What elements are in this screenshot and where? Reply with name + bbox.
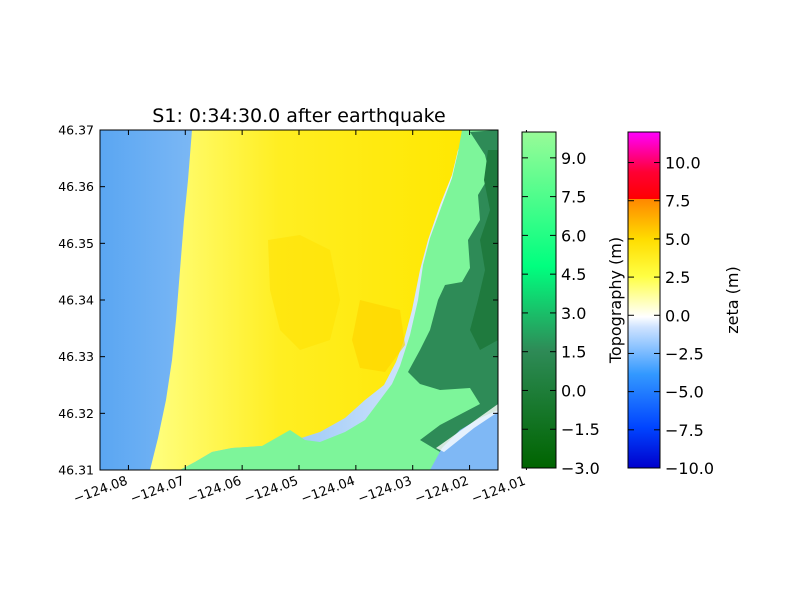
zeta-colorbar-tick-label: 7.5 — [665, 192, 690, 211]
x-tick-label: −124.01 — [470, 474, 528, 507]
topography-colorbar-tick-label: 3.0 — [561, 304, 586, 323]
inundated-land-texture-2 — [352, 300, 405, 372]
x-tick-label: −124.03 — [356, 474, 414, 507]
zeta-colorbar-label: zeta (m) — [723, 266, 742, 333]
topography-colorbar-tick-label: −3.0 — [561, 459, 600, 478]
zeta-colorbar-ramp — [627, 131, 661, 469]
map-plot — [100, 130, 498, 470]
y-tick-label: 46.33 — [58, 349, 94, 364]
zeta-colorbar-tick-label: 2.5 — [665, 268, 690, 287]
y-tick-label: 46.35 — [58, 236, 94, 251]
x-tick-label: −124.02 — [413, 474, 471, 507]
inundated-land-texture — [268, 235, 340, 350]
x-tick-label: −124.06 — [185, 474, 243, 507]
chart-title: S1: 0:34:30.0 after earthquake — [152, 105, 445, 127]
zeta-colorbar-ticks: −10.0 −7.5 −5.0 −2.5 0.0 2.5 5.0 7.5 10.0 — [628, 154, 714, 478]
y-tick-label: 46.31 — [58, 463, 94, 478]
topography-colorbar-tick-label: 7.5 — [561, 188, 586, 207]
water-channel-inlet — [436, 404, 498, 452]
zeta-colorbar-tick-label: −5.0 — [665, 383, 704, 402]
dry-land-region — [180, 130, 498, 470]
zeta-colorbar-tick-label: 5.0 — [665, 230, 690, 249]
topography-colorbar-tick-label: 6.0 — [561, 226, 586, 245]
y-tick-label: 46.32 — [58, 406, 94, 421]
zeta-colorbar-tick-label: 10.0 — [665, 154, 701, 173]
topography-colorbar-tick-label: 9.0 — [561, 149, 586, 168]
x-tick-label: −124.04 — [299, 474, 357, 507]
zeta-colorbar-tick-label: −2.5 — [665, 344, 704, 363]
topography-colorbar-label: Topography (m) — [606, 237, 625, 364]
zeta-colorbar-tick-label: −10.0 — [665, 459, 714, 478]
zeta-colorbar-tick-label: 0.0 — [665, 306, 690, 325]
x-tick-label: −124.05 — [242, 474, 300, 507]
x-tick-label: −124.08 — [72, 474, 130, 507]
upland-forest-region — [470, 150, 498, 350]
topography-colorbar-tick-label: 1.5 — [561, 343, 586, 362]
y-tick-label: 46.37 — [58, 123, 94, 138]
y-tick-label: 46.34 — [58, 293, 94, 308]
water-channel — [430, 410, 498, 470]
topography-colorbar-ramp — [521, 131, 557, 469]
zeta-colorbar: −10.0 −7.5 −5.0 −2.5 0.0 2.5 5.0 7.5 10.0 zeta (… — [627, 131, 742, 478]
topography-colorbar-tick-label: 0.0 — [561, 381, 586, 400]
zeta-colorbar-tick-label: −7.5 — [665, 421, 704, 440]
topography-colorbar-ticks: −3.0 −1.5 0.0 1.5 3.0 4.5 6.0 7.5 9.0 — [522, 149, 600, 478]
y-tick-label: 46.36 — [58, 179, 94, 194]
topography-colorbar-tick-label: 4.5 — [561, 265, 586, 284]
x-tick-label: −124.07 — [129, 474, 187, 507]
y-axis-ticks: 46.37 46.36 46.35 46.34 46.33 46.32 46.31 — [58, 123, 498, 478]
topography-colorbar: −3.0 −1.5 0.0 1.5 3.0 4.5 6.0 7.5 9.0 Topography… — [521, 131, 625, 478]
high-ground-region — [408, 130, 498, 470]
topography-colorbar-tick-label: −1.5 — [561, 420, 600, 439]
